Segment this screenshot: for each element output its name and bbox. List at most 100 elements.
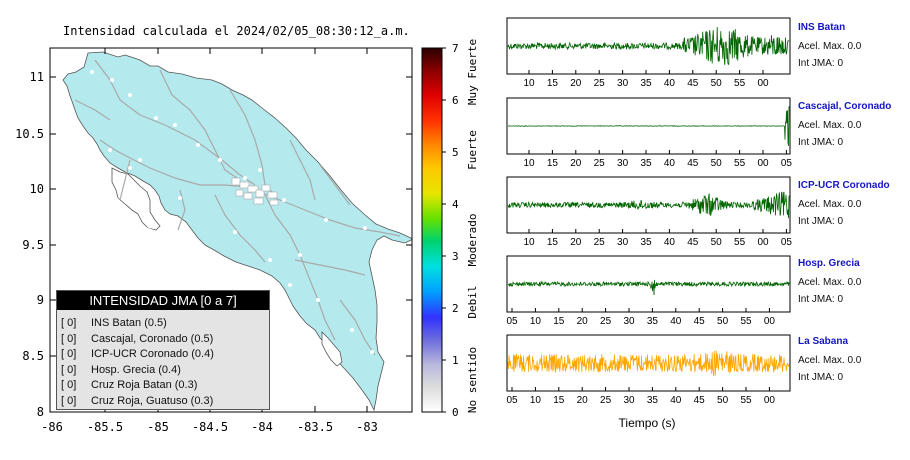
- waveform-tick-label: 20: [570, 158, 582, 169]
- waveform-tick-label: 05: [781, 237, 793, 248]
- colorbar-tick-label: 5: [452, 146, 459, 159]
- y-tick-label: 8.5: [22, 349, 44, 363]
- station-info-icp-ucr: ICP-UCR Coronado Acel. Max. 0.0 Int JMA:…: [798, 180, 890, 227]
- waveform-group: 10 15 20 25 30 35 40 45 50 55 00 10 15 20 25 30 35 40 45 50…: [506, 17, 793, 406]
- station-int-jma: Int JMA: 0: [798, 294, 844, 305]
- waveform-tick-label: 25: [594, 158, 606, 169]
- colorbar-tick-label: 0: [452, 406, 459, 419]
- legend-item-label: Hosp. Grecia (0.4): [91, 363, 181, 376]
- station-info-hosp-grecia: Hosp. Grecia Acel. Max. 0.0 Int JMA: 0: [798, 258, 861, 305]
- waveform-trace: [507, 191, 790, 219]
- colorbar-tick-labels: 7 6 5 4 3 2 1 0: [452, 42, 459, 419]
- station-int-jma: Int JMA: 0: [798, 58, 844, 69]
- waveform-tick-label: 05: [506, 316, 518, 327]
- legend-item-intensity: [ 0]: [61, 317, 77, 329]
- waveform-tick-label: 50: [711, 237, 723, 248]
- waveform-tick-label: 25: [594, 237, 606, 248]
- x-tick-label: -84: [251, 420, 273, 434]
- waveform-tick-label: 30: [617, 237, 629, 248]
- waveform-tick-label: 30: [623, 395, 635, 406]
- waveform-tick-label: 35: [640, 237, 652, 248]
- waveform-tick-label: 40: [664, 78, 676, 89]
- legend-item: [ 0] INS Batan (0.5): [61, 316, 269, 332]
- station-int-jma: Int JMA: 0: [798, 137, 844, 148]
- waveform-tick-label: 15: [553, 395, 565, 406]
- waveform-tick-label: 15: [547, 78, 559, 89]
- legend-item: [ 0] Cruz Roja Batan (0.3): [61, 378, 269, 394]
- station-info-ins-batan: INS Batan Acel. Max. 0.0 Int JMA: 0: [798, 22, 861, 69]
- waveform-tick-label: 25: [594, 78, 606, 89]
- waveform-tick-label: 30: [623, 316, 635, 327]
- waveform-panel-frame: [506, 255, 791, 313]
- map-y-axis: [50, 76, 412, 357]
- legend-title: INTENSIDAD JMA [0 a 7]: [57, 291, 269, 310]
- station-acel-max: Acel. Max. 0.0: [798, 199, 862, 210]
- legend-item: [ 0] Cascajal, Coronado (0.5): [61, 332, 269, 348]
- y-tick-label: 10: [30, 182, 44, 196]
- legend-item-label: ICP-UCR Coronado (0.4): [91, 348, 214, 360]
- x-tick-label: -84.5: [192, 420, 228, 434]
- station-acel-max: Acel. Max. 0.0: [798, 277, 862, 288]
- waveform-tick-label: 45: [694, 395, 706, 406]
- colorbar: [421, 47, 443, 413]
- waveform-tick-label: 55: [740, 395, 752, 406]
- colorbar-tick-label: 6: [452, 94, 459, 107]
- waveform-tick-label: 30: [617, 158, 629, 169]
- waveform-tick-label: 20: [577, 316, 589, 327]
- legend-item-intensity: [ 0]: [61, 379, 77, 391]
- waveform-tick-label: 45: [687, 237, 699, 248]
- colorbar-label-fuerte: Fuerte: [466, 130, 479, 170]
- waveform-tick-label: 55: [740, 316, 752, 327]
- legend-list: [ 0] INS Batan (0.5) [ 0] Cascajal, Corona…: [61, 316, 269, 409]
- legend-item: [ 0] Hosp. Grecia (0.4): [61, 363, 269, 379]
- x-tick-label: -83: [356, 420, 378, 434]
- map-title: Intensidad calculada el 2024/02/05_08:30…: [63, 24, 410, 38]
- legend-item-intensity: [ 0]: [61, 348, 77, 360]
- station-int-jma: Int JMA: 0: [798, 372, 844, 383]
- waveform-tick-label: 35: [647, 395, 659, 406]
- colorbar-tick-label: 1: [452, 354, 459, 367]
- station-info-cascajal: Cascajal, Coronado Acel. Max. 0.0 Int JM…: [798, 101, 891, 148]
- map-x-tick-labels: -86 -85.5 -85 -84.5 -84 -83.5 -83: [41, 420, 378, 434]
- legend-item-label: INS Batan (0.5): [91, 317, 167, 329]
- waveform-tick-label: 40: [664, 237, 676, 248]
- waveform-tick-label: 40: [670, 395, 682, 406]
- colorbar-tick-label: 3: [452, 250, 459, 263]
- waveform-tick-label: 25: [600, 395, 612, 406]
- waveform-tick-label: 10: [523, 78, 535, 89]
- colorbar-tick-label: 2: [452, 302, 459, 315]
- y-tick-label: 9: [37, 293, 44, 307]
- golfo-dulce: [321, 331, 343, 367]
- y-tick-label: 10.5: [15, 127, 44, 141]
- colorbar-label-moderado: Moderado: [466, 214, 479, 267]
- waveform-tick-label: 00: [757, 237, 769, 248]
- waveform-tick-label: 00: [757, 78, 769, 89]
- waveform-tick-label: 45: [694, 316, 706, 327]
- station-acel-max: Acel. Max. 0.0: [798, 355, 862, 366]
- waveform-tick-label: 00: [757, 158, 769, 169]
- waveform-tick-label: 45: [687, 78, 699, 89]
- waveform-tick-label: 15: [547, 237, 559, 248]
- waveform-tick-label: 55: [734, 158, 746, 169]
- waveform-trace: [507, 26, 790, 66]
- waveform-tick-label: 10: [530, 395, 542, 406]
- colorbar-tick-label: 7: [452, 42, 459, 55]
- x-tick-label: -85: [147, 420, 169, 434]
- waveform-tick-label: 50: [717, 316, 729, 327]
- intensity-legend: INTENSIDAD JMA [0 a 7] [ 0] INS Batan (0.…: [56, 290, 270, 410]
- map-frame: [49, 47, 413, 413]
- waveform-tick-label: 25: [600, 316, 612, 327]
- station-name: Hosp. Grecia: [798, 258, 860, 269]
- colorbar-category-labels: No sentido Debil Moderado Fuerte Muy Fue…: [466, 39, 479, 413]
- y-tick-label: 9.5: [22, 238, 44, 252]
- legend-item-label: Cruz Roja Batan (0.3): [91, 379, 198, 391]
- colorbar-label-debil: Debil: [466, 285, 479, 318]
- waveform-tick-label: 55: [734, 78, 746, 89]
- waveform-tick-label: 40: [664, 158, 676, 169]
- y-tick-label: 8: [37, 405, 44, 419]
- urban-area: [231, 177, 279, 206]
- waveform-tick-label: 00: [764, 395, 776, 406]
- x-tick-label: -86: [41, 420, 63, 434]
